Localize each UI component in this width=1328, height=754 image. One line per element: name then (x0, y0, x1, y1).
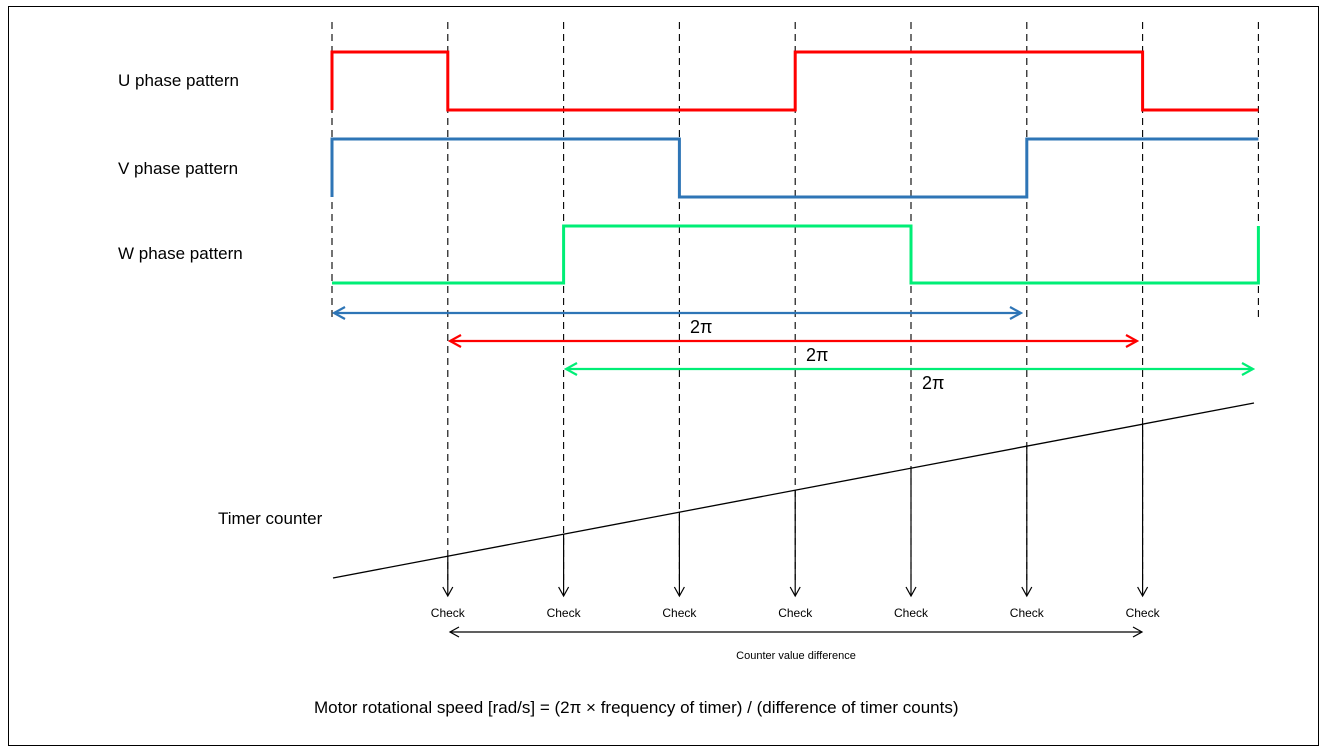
check-label: Check (894, 606, 929, 620)
period-label-green: 2π (922, 373, 944, 393)
u-phase-waveform (330, 50, 1259, 112)
w-phase-waveform (332, 224, 1260, 285)
w-phase-label: W phase pattern (118, 244, 243, 263)
check-label: Check (662, 606, 697, 620)
check-label: Check (547, 606, 582, 620)
timer-counter-ramp (332, 402, 1255, 579)
check-markers: Check Check Check Check Check Check Check (431, 424, 1161, 620)
v-phase-waveform (330, 137, 1259, 199)
period-label-red: 2π (806, 345, 828, 365)
check-label: Check (1010, 606, 1045, 620)
check-label: Check (778, 606, 813, 620)
timer-counter-label: Timer counter (218, 509, 323, 528)
check-label: Check (431, 606, 466, 620)
diagram-frame (8, 6, 1319, 746)
counter-difference-label: Counter value difference (736, 650, 856, 662)
v-phase-label: V phase pattern (118, 159, 238, 178)
u-phase-label: U phase pattern (118, 71, 239, 90)
period-label-blue: 2π (690, 317, 712, 337)
check-label: Check (1126, 606, 1161, 620)
speed-formula: Motor rotational speed [rad/s] = (2π × f… (314, 698, 958, 717)
